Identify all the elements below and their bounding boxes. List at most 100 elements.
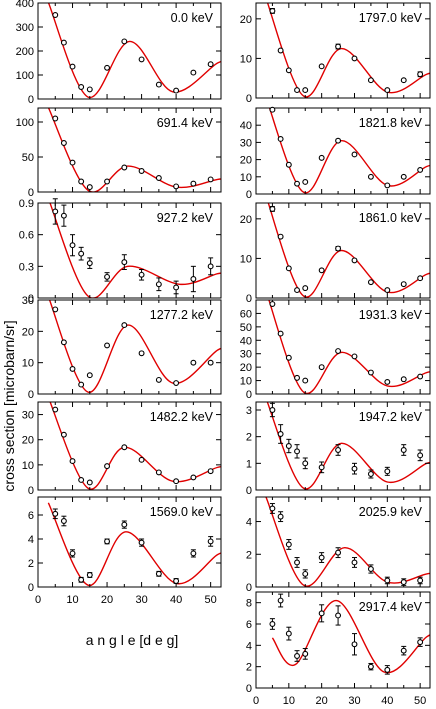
data-point xyxy=(173,183,180,190)
data-point xyxy=(104,64,111,71)
x-tick-label: 50 xyxy=(414,695,426,707)
data-point xyxy=(277,330,284,337)
data-point xyxy=(86,184,93,191)
data-point xyxy=(69,242,76,249)
data-point xyxy=(277,431,284,437)
data-point xyxy=(155,81,162,88)
data-point xyxy=(400,647,407,654)
y-tick-label: 3 xyxy=(246,405,252,417)
data-point xyxy=(60,518,67,524)
data-point xyxy=(417,71,424,78)
data-point xyxy=(294,374,300,381)
y-tick-label: 100 xyxy=(16,117,34,129)
data-point xyxy=(400,579,407,586)
data-point xyxy=(207,359,214,366)
data-point xyxy=(302,460,309,467)
data-point xyxy=(335,612,342,619)
data-point xyxy=(104,273,111,280)
panel-9: 0 10 20 1861.0 keV xyxy=(240,202,431,305)
x-tick-label: 30 xyxy=(135,594,147,606)
fit-curve xyxy=(268,108,430,194)
y-tick-label: 0.6 xyxy=(19,230,34,242)
data-point xyxy=(78,84,85,90)
data-point xyxy=(60,339,67,346)
y-tick-label: 0 xyxy=(246,189,252,201)
y-tick-label: 0.9 xyxy=(19,198,34,210)
panel-frame xyxy=(255,591,431,689)
panel-energy-label: 1861.0 keV xyxy=(359,211,423,225)
data-point xyxy=(69,63,76,70)
data-point xyxy=(367,566,374,572)
data-point xyxy=(52,406,59,413)
data-point xyxy=(277,233,284,240)
data-point xyxy=(60,39,67,46)
x-tick-label: 0 xyxy=(35,594,41,606)
panel-frame xyxy=(37,202,222,299)
data-point xyxy=(294,287,300,294)
data-point xyxy=(121,322,128,329)
data-point xyxy=(417,577,424,584)
y-tick-label: 4 xyxy=(246,517,252,529)
data-point xyxy=(269,407,276,413)
data-point xyxy=(417,639,424,646)
panel-13: 0 2 4 6 8 2917.4 keV xyxy=(246,591,431,695)
y-tick-label: 20 xyxy=(240,362,252,374)
y-tick-label: 0 xyxy=(246,683,252,695)
data-point xyxy=(318,554,325,561)
panel-11: 0 1 2 3 1947.2 keV xyxy=(246,401,431,497)
panel-energy-label: 2025.9 keV xyxy=(359,505,423,519)
y-tick-label: 50 xyxy=(22,152,34,164)
data-point xyxy=(351,257,358,264)
data-point xyxy=(351,465,358,472)
data-point xyxy=(285,630,292,637)
y-tick-label: 2 xyxy=(246,549,252,561)
panel-energy-label: 0.0 keV xyxy=(171,11,214,25)
x-axis-label: a n g l e [d e g] xyxy=(86,632,179,648)
data-point xyxy=(138,350,145,357)
y-tick-label: 30 xyxy=(240,137,252,149)
y-tick-label: 10 xyxy=(240,53,252,65)
y-tick-label: 0 xyxy=(28,187,34,199)
data-point xyxy=(367,77,374,84)
data-point xyxy=(285,161,292,168)
y-tick-label: 10 xyxy=(240,376,252,388)
data-point xyxy=(318,464,325,471)
x-tick-label: 40 xyxy=(381,695,393,707)
data-point xyxy=(173,578,180,584)
panel-energy-label: 1947.2 keV xyxy=(359,410,423,424)
data-point xyxy=(269,505,276,512)
data-point xyxy=(335,43,342,50)
y-tick-label: 0 xyxy=(246,93,252,105)
data-point xyxy=(302,377,309,384)
y-tick-label: 0 xyxy=(28,389,34,401)
data-point xyxy=(60,212,67,219)
data-point xyxy=(121,38,128,45)
data-point xyxy=(69,159,76,166)
data-point xyxy=(384,87,391,94)
panel-energy-label: 691.4 keV xyxy=(157,116,214,130)
data-point xyxy=(138,456,145,463)
data-point xyxy=(417,452,424,459)
panel-energy-label: 927.2 keV xyxy=(157,211,214,225)
data-point xyxy=(52,115,59,122)
data-point xyxy=(400,281,407,288)
panel-energy-label: 1277.2 keV xyxy=(150,308,214,322)
data-point xyxy=(78,250,85,257)
data-point xyxy=(173,380,180,386)
data-point xyxy=(400,447,407,453)
data-point xyxy=(384,287,391,294)
data-point xyxy=(269,205,276,212)
panel-8: 0 10 20 30 40 1821.8 keV xyxy=(240,106,431,201)
panel-energy-label: 1482.2 keV xyxy=(150,410,214,424)
data-point xyxy=(302,179,309,185)
data-point xyxy=(269,621,276,627)
y-tick-label: 10 xyxy=(22,358,34,370)
panel-frame xyxy=(37,401,222,491)
panel-2: 0 50 100 691.4 keV xyxy=(16,107,222,199)
data-point xyxy=(384,577,391,584)
data-point xyxy=(384,378,391,385)
panel-frame xyxy=(37,496,222,588)
y-tick-label: 0.3 xyxy=(19,261,34,273)
data-point xyxy=(78,576,85,583)
